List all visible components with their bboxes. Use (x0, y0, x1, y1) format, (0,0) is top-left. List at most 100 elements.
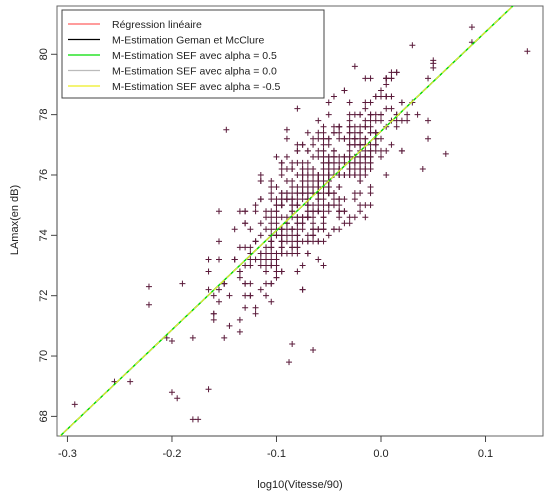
data-point (425, 135, 432, 142)
data-point (320, 147, 327, 154)
data-point (357, 190, 364, 197)
data-point (336, 153, 343, 160)
data-point (247, 256, 254, 263)
data-point (372, 141, 379, 148)
data-point (168, 389, 175, 396)
data-point (283, 190, 290, 197)
data-point (252, 202, 259, 209)
data-point (242, 208, 249, 215)
data-point (273, 250, 280, 257)
x-tick-label: -0.1 (267, 448, 286, 460)
data-point (442, 150, 449, 157)
data-point (216, 286, 222, 293)
data-point (341, 208, 348, 215)
data-point (351, 159, 358, 166)
data-point (346, 147, 353, 154)
data-point (268, 184, 275, 191)
data-point (346, 129, 353, 136)
y-tick-label: 72 (38, 290, 50, 302)
data-point (315, 135, 322, 142)
data-point (278, 238, 285, 245)
data-point (398, 117, 405, 124)
regression-lines (59, 6, 514, 436)
legend-entry: M-Estimation SEF avec alpha = -0.5 (112, 81, 281, 93)
y-axis-title: LAmax(en dB) (9, 185, 21, 255)
data-point (330, 129, 337, 136)
data-point (330, 196, 337, 203)
data-point (278, 171, 285, 178)
data-point (221, 334, 228, 341)
data-point (346, 141, 353, 148)
data-point (257, 262, 264, 269)
data-point (278, 268, 285, 275)
data-point (273, 220, 280, 227)
data-point (242, 244, 249, 251)
data-point (388, 141, 395, 148)
data-point (263, 208, 270, 215)
data-point (247, 292, 254, 299)
data-point (168, 337, 175, 344)
data-point (310, 184, 317, 191)
data-point (294, 238, 301, 245)
data-point (320, 262, 327, 269)
data-point (315, 178, 322, 185)
data-point (304, 165, 311, 172)
data-point (294, 226, 301, 233)
data-point (310, 135, 317, 142)
data-point (299, 171, 306, 178)
data-point (325, 171, 332, 178)
data-point (320, 159, 327, 166)
data-point (362, 75, 369, 82)
data-point (367, 190, 374, 197)
data-point (367, 75, 374, 82)
data-point (294, 190, 301, 197)
data-point (283, 196, 290, 203)
data-point (367, 129, 374, 136)
data-point (247, 244, 254, 251)
data-point (283, 250, 290, 257)
data-point (294, 184, 301, 191)
data-point (310, 178, 317, 185)
data-point (174, 395, 181, 402)
data-point (393, 123, 400, 130)
data-point (330, 226, 337, 233)
data-point (278, 250, 285, 257)
data-point (367, 159, 374, 166)
data-point (341, 196, 348, 203)
data-point (310, 165, 317, 172)
data-point (257, 220, 264, 227)
data-point (341, 153, 348, 160)
data-point (242, 304, 249, 311)
data-point (351, 190, 358, 197)
data-point (346, 214, 353, 221)
data-point (299, 184, 306, 191)
data-point (351, 141, 358, 148)
data-point (294, 171, 301, 178)
data-point (247, 262, 254, 269)
data-point (294, 196, 301, 203)
data-point (378, 135, 384, 142)
data-point (226, 292, 233, 299)
data-point (236, 328, 243, 335)
data-point (163, 334, 170, 341)
data-point (330, 123, 337, 130)
data-point (393, 117, 400, 124)
data-point (378, 153, 384, 160)
data-point (362, 159, 369, 166)
legend: Régression linéaire M-Estimation Geman et… (61, 9, 325, 99)
data-point (315, 129, 322, 136)
data-point (383, 75, 390, 82)
data-point (226, 322, 233, 329)
data-point (268, 250, 275, 257)
regression-line (59, 6, 514, 436)
data-point (310, 220, 317, 227)
data-point (341, 135, 348, 142)
data-point (294, 159, 301, 166)
data-point (336, 123, 343, 130)
data-point (336, 196, 343, 203)
data-point (216, 298, 222, 305)
data-point (283, 232, 290, 239)
data-point (278, 244, 285, 251)
data-point (362, 135, 369, 142)
data-point (294, 141, 301, 148)
